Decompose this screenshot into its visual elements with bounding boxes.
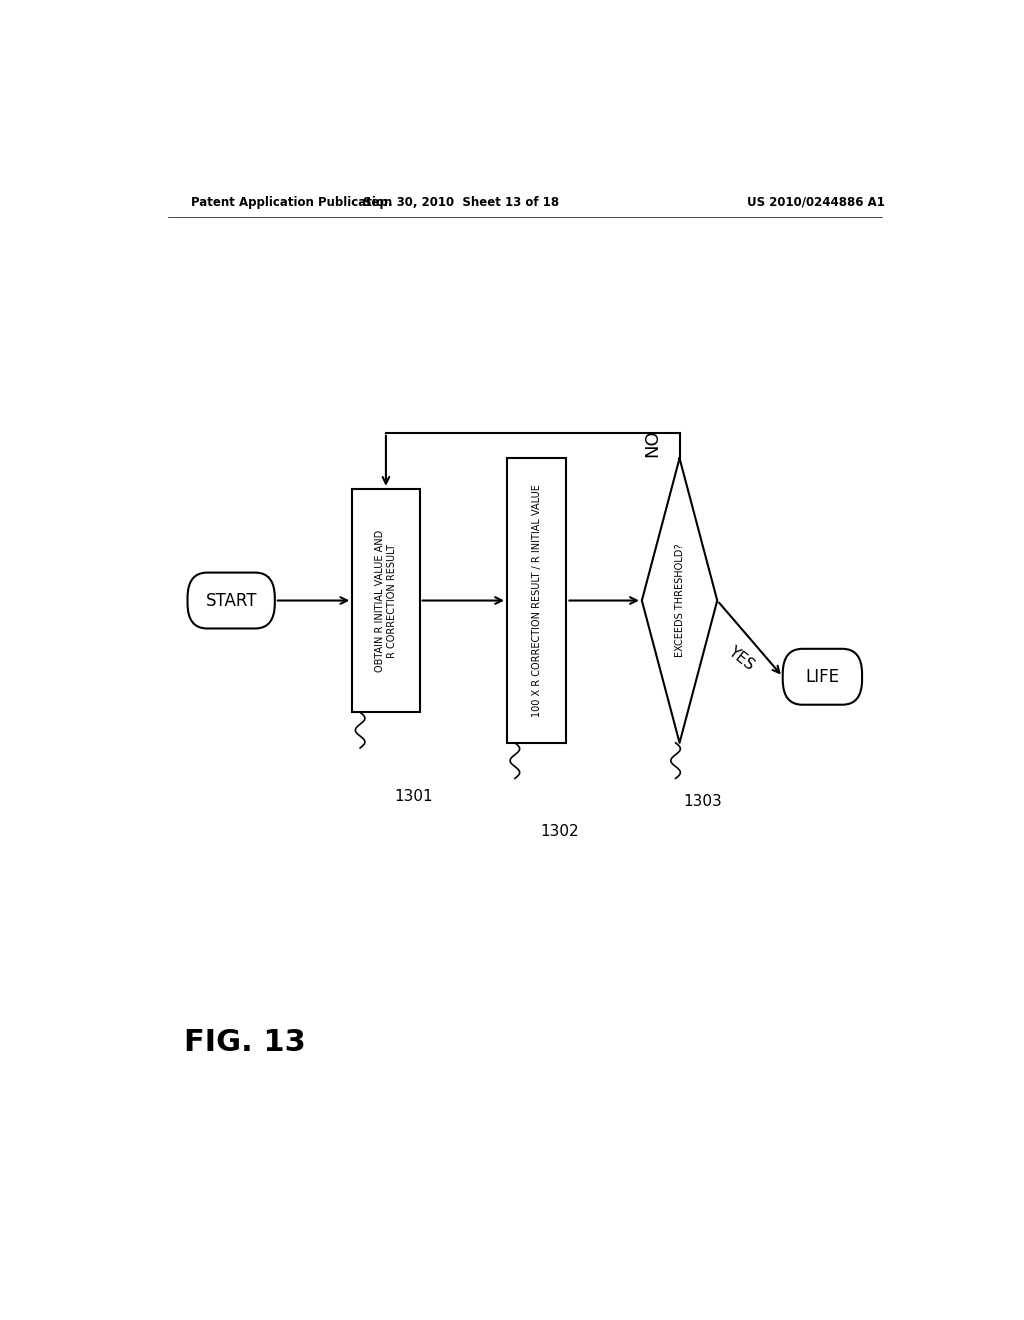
Text: 1301: 1301 xyxy=(394,788,432,804)
Text: EXCEEDS THRESHOLD?: EXCEEDS THRESHOLD? xyxy=(675,544,685,657)
Text: NO: NO xyxy=(643,429,660,457)
Text: 100 X R CORRECTION RESULT / R INITIAL VALUE: 100 X R CORRECTION RESULT / R INITIAL VA… xyxy=(531,484,542,717)
Text: YES: YES xyxy=(726,644,758,673)
Text: Patent Application Publication: Patent Application Publication xyxy=(191,195,393,209)
Bar xyxy=(352,488,420,713)
Text: LIFE: LIFE xyxy=(806,668,840,686)
Text: US 2010/0244886 A1: US 2010/0244886 A1 xyxy=(748,195,885,209)
Text: 1302: 1302 xyxy=(541,824,580,840)
Text: FIG. 13: FIG. 13 xyxy=(183,1028,305,1057)
Text: OBTAIN R INITIAL VALUE AND
R CORRECTION RESULT: OBTAIN R INITIAL VALUE AND R CORRECTION … xyxy=(375,529,396,672)
Text: Sep. 30, 2010  Sheet 13 of 18: Sep. 30, 2010 Sheet 13 of 18 xyxy=(364,195,559,209)
Bar xyxy=(507,458,566,743)
Text: 1303: 1303 xyxy=(684,793,722,809)
Text: START: START xyxy=(206,591,257,610)
